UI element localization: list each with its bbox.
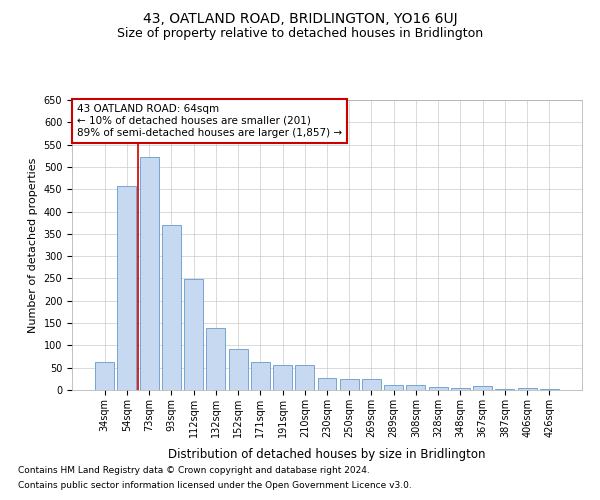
Bar [496, 388, 514, 390]
Y-axis label: Number of detached properties: Number of detached properties [28, 158, 38, 332]
X-axis label: Distribution of detached houses by size in Bridlington: Distribution of detached houses by size … [168, 448, 486, 461]
Bar [429, 387, 448, 390]
Bar [95, 362, 114, 390]
Text: 43 OATLAND ROAD: 64sqm
← 10% of detached houses are smaller (201)
89% of semi-de: 43 OATLAND ROAD: 64sqm ← 10% of detached… [77, 104, 342, 138]
Bar [451, 388, 470, 390]
Bar [317, 378, 337, 390]
Bar [295, 366, 314, 390]
Bar [184, 280, 203, 390]
Bar [140, 156, 158, 390]
Bar [362, 379, 381, 390]
Bar [518, 388, 536, 390]
Bar [229, 348, 248, 390]
Bar [273, 364, 292, 390]
Bar [251, 362, 270, 390]
Bar [406, 384, 425, 390]
Text: Contains public sector information licensed under the Open Government Licence v3: Contains public sector information licen… [18, 481, 412, 490]
Bar [162, 226, 181, 390]
Bar [340, 379, 359, 390]
Text: Contains HM Land Registry data © Crown copyright and database right 2024.: Contains HM Land Registry data © Crown c… [18, 466, 370, 475]
Text: 43, OATLAND ROAD, BRIDLINGTON, YO16 6UJ: 43, OATLAND ROAD, BRIDLINGTON, YO16 6UJ [143, 12, 457, 26]
Bar [473, 386, 492, 390]
Bar [206, 328, 225, 390]
Bar [540, 388, 559, 390]
Bar [384, 385, 403, 390]
Text: Size of property relative to detached houses in Bridlington: Size of property relative to detached ho… [117, 28, 483, 40]
Bar [118, 186, 136, 390]
